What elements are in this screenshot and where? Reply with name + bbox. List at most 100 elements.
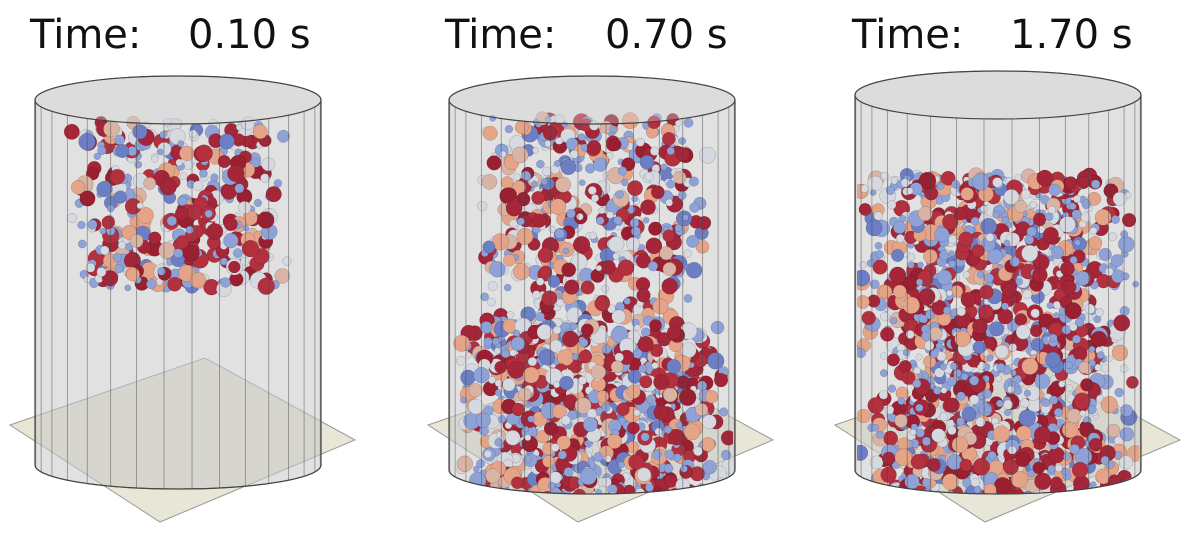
particle xyxy=(1087,493,1095,501)
particle xyxy=(653,298,669,314)
particle xyxy=(561,159,576,174)
particle xyxy=(542,291,557,306)
particle xyxy=(880,312,889,321)
particle xyxy=(557,349,573,365)
particle xyxy=(914,367,921,374)
particle xyxy=(962,407,976,421)
particle xyxy=(618,462,624,468)
particle xyxy=(653,450,662,459)
particle xyxy=(167,216,177,226)
particle xyxy=(596,265,602,271)
particle xyxy=(901,179,910,188)
particle xyxy=(506,200,522,216)
particle xyxy=(1120,405,1132,417)
particle xyxy=(205,210,213,218)
particle xyxy=(501,176,513,188)
particle xyxy=(1015,313,1027,325)
particle xyxy=(948,426,957,435)
particle xyxy=(576,213,583,220)
particle xyxy=(1030,325,1042,337)
particle xyxy=(896,234,904,242)
particle xyxy=(587,140,601,154)
particle xyxy=(895,414,908,427)
particle xyxy=(638,336,654,352)
particle xyxy=(607,434,622,449)
particle xyxy=(1076,271,1090,285)
particle xyxy=(274,179,282,187)
particle xyxy=(634,325,640,331)
particle xyxy=(518,218,525,225)
particle xyxy=(1115,388,1124,397)
particle xyxy=(283,257,292,266)
particle xyxy=(614,216,622,224)
particle xyxy=(1072,462,1088,478)
particle xyxy=(1016,426,1031,441)
simulation-panel xyxy=(428,76,773,522)
particle xyxy=(880,353,887,360)
particle xyxy=(260,174,269,183)
particle xyxy=(856,295,869,308)
particle xyxy=(993,426,1010,443)
particle xyxy=(654,374,669,389)
particle xyxy=(178,196,188,206)
time-label: Time: xyxy=(851,12,963,58)
particle xyxy=(262,158,275,171)
particle xyxy=(947,377,956,386)
particle xyxy=(664,474,677,487)
particle xyxy=(97,181,113,197)
particle xyxy=(558,451,567,460)
particle xyxy=(1021,245,1037,261)
particle xyxy=(595,296,610,311)
particle xyxy=(1031,338,1044,351)
particle xyxy=(1122,273,1130,281)
particle xyxy=(630,218,639,227)
particle xyxy=(961,187,974,200)
particle xyxy=(1070,444,1080,454)
particle xyxy=(476,460,484,468)
particle xyxy=(910,491,926,507)
particle xyxy=(678,191,686,199)
particle xyxy=(868,176,883,191)
particle xyxy=(536,160,544,168)
particle xyxy=(1059,381,1066,388)
time-label: Time: xyxy=(444,12,556,58)
particle xyxy=(1095,364,1102,371)
particle xyxy=(666,493,680,507)
cylinder-top xyxy=(35,76,321,124)
particle xyxy=(667,147,675,155)
particle xyxy=(561,416,570,425)
particle xyxy=(579,180,585,186)
particle xyxy=(911,454,926,469)
particle xyxy=(898,438,910,450)
particle xyxy=(157,149,163,155)
particle xyxy=(939,251,949,261)
particle xyxy=(133,125,148,140)
particle xyxy=(890,267,906,283)
particle xyxy=(609,125,616,132)
particle xyxy=(602,260,616,274)
particle xyxy=(1067,409,1081,423)
particle xyxy=(933,387,941,395)
particle xyxy=(896,491,913,508)
particle xyxy=(648,492,656,500)
particle xyxy=(910,429,916,435)
particle xyxy=(676,422,682,428)
particle xyxy=(454,335,470,351)
particle xyxy=(193,181,203,191)
particle xyxy=(943,307,951,315)
particle xyxy=(1002,217,1009,224)
particle xyxy=(488,377,495,384)
particle xyxy=(684,294,692,302)
particle xyxy=(578,134,585,141)
particle xyxy=(581,324,593,336)
particle xyxy=(921,331,930,340)
particle xyxy=(562,263,576,277)
particle xyxy=(895,449,912,466)
particle xyxy=(570,323,577,330)
particle xyxy=(1080,410,1086,416)
particle xyxy=(1002,283,1016,297)
particle xyxy=(872,424,879,431)
particle xyxy=(684,250,692,258)
particle xyxy=(937,270,952,285)
particle xyxy=(1021,399,1030,408)
